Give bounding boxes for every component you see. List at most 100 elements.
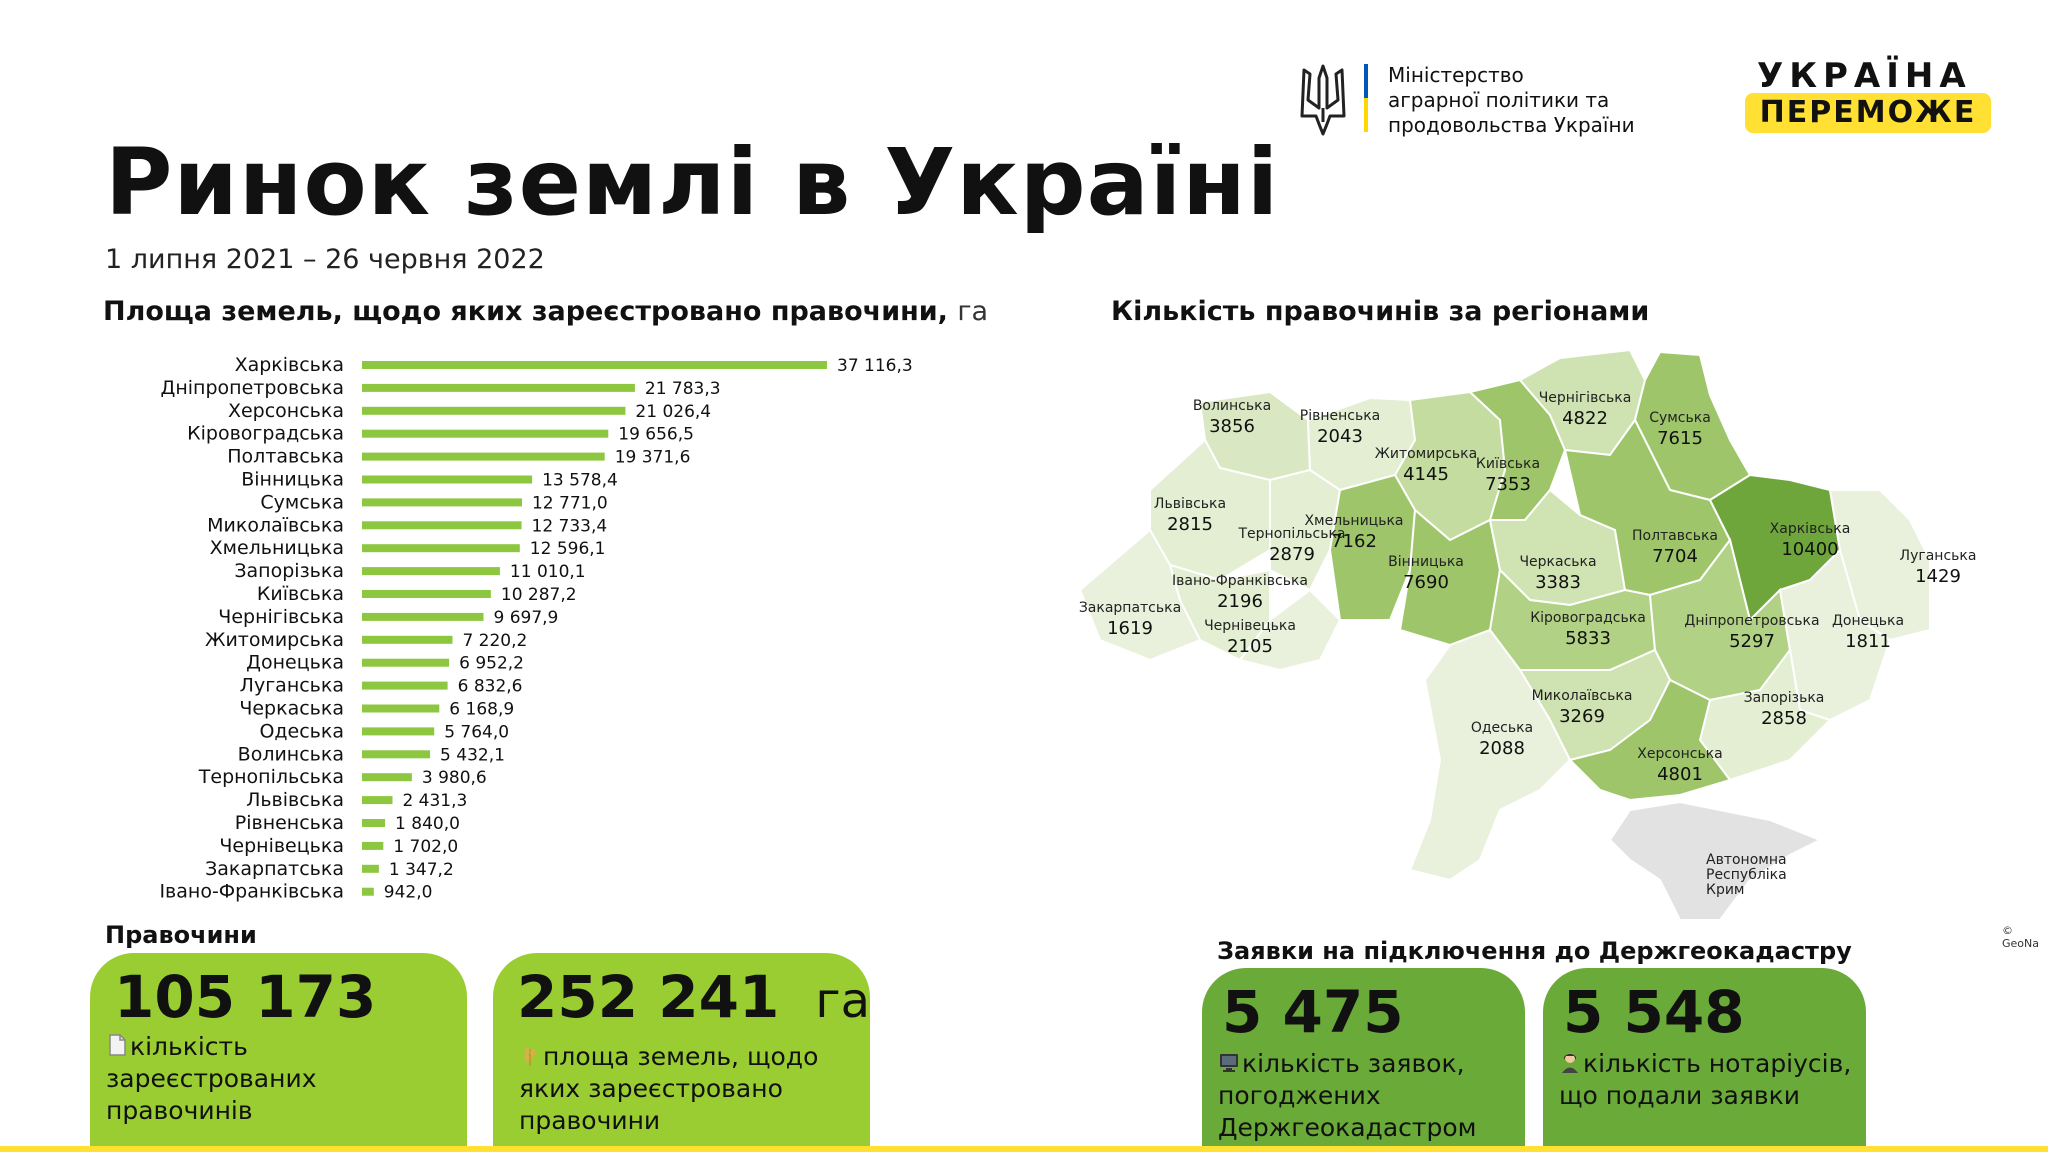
bar-value-label: 6 952,2 — [459, 654, 524, 674]
map-region-value: 7704 — [1652, 546, 1698, 567]
bar-category-label: Хмельницька — [210, 537, 344, 559]
bar-category-label: Полтавська — [227, 446, 344, 468]
bar — [362, 841, 384, 850]
map-region-value: 3383 — [1535, 572, 1581, 593]
bar — [362, 383, 635, 392]
wheat-icon — [524, 1047, 536, 1066]
bar-category-label: Черкаська — [239, 698, 344, 720]
map-crimea-label: Крим — [1706, 882, 1745, 898]
bar — [362, 658, 450, 667]
map-region-name: Запорізька — [1744, 690, 1825, 706]
bar — [362, 864, 379, 873]
map-region-name: Чернігівська — [1539, 390, 1632, 406]
applications-value: 5 475 — [1222, 978, 1404, 1046]
map-region-name: Донецька — [1832, 613, 1904, 629]
bar-value-label: 19 656,5 — [618, 425, 694, 445]
bar — [362, 406, 626, 415]
bar-category-label: Запорізька — [234, 560, 344, 582]
map-region-value: 5297 — [1729, 631, 1775, 652]
notary-text: кількість нотаріусів, що подали заявки — [1559, 1049, 1852, 1110]
notary-caption: кількість нотаріусів, що подали заявки — [1559, 1048, 1859, 1112]
badge-top-text: УКРАЇНА — [1757, 56, 1972, 96]
region-ternopil — [1269, 468, 1342, 592]
bar-value-label: 12 771,0 — [532, 493, 608, 513]
bar-value-label: 2 431,3 — [402, 791, 467, 811]
notary-value: 5 548 — [1563, 978, 1745, 1046]
bar — [362, 475, 533, 484]
document-icon — [109, 1034, 126, 1056]
bar — [362, 796, 393, 805]
bar — [362, 887, 374, 896]
bar — [362, 635, 453, 644]
bar-category-label: Вінницька — [241, 469, 344, 491]
map-labels: Волинська 3856 Рівненська 2043 Житомирська 41… — [1079, 390, 1977, 898]
map-region-name: Черкаська — [1519, 554, 1596, 570]
bar-category-label: Кіровоградська — [187, 423, 344, 445]
map-crimea-label: Автономна — [1706, 852, 1787, 868]
bar-value-label: 942,0 — [384, 883, 433, 903]
bar — [362, 612, 484, 621]
bar-value-label: 9 697,9 — [493, 608, 558, 628]
bar-category-label: Харківська — [235, 354, 344, 376]
bar — [362, 704, 440, 713]
bar-category-label: Рівненська — [235, 812, 344, 834]
bar-value-label: 21 783,3 — [645, 379, 721, 399]
bar — [362, 773, 412, 782]
map-region-name: Вінницька — [1388, 554, 1464, 570]
notary-icon — [1562, 1053, 1578, 1073]
bar-category-label: Луганська — [240, 675, 344, 697]
bar-value-label: 11 010,1 — [510, 562, 586, 582]
area-unit: га — [815, 973, 870, 1029]
bar-category-label: Чернівецька — [219, 835, 344, 857]
bar-value-label: 21 026,4 — [635, 402, 711, 422]
map-region-value: 2815 — [1167, 514, 1213, 535]
trident-icon — [1300, 64, 1346, 136]
bar-category-label: Київська — [257, 583, 344, 605]
map-region-name: Миколаївська — [1532, 688, 1633, 704]
area-value: 252 241 га — [517, 963, 870, 1031]
map-region-name: Київська — [1476, 456, 1540, 472]
bar-value-label: 1 840,0 — [395, 814, 460, 834]
map-region-value: 4801 — [1657, 764, 1703, 785]
deals-count-text: кількість зареєстрованих правочинів — [106, 1032, 317, 1125]
map-region-name: Тернопільська — [1238, 526, 1346, 542]
map-region-value: 1619 — [1107, 618, 1153, 639]
map-region-value: 3856 — [1209, 416, 1255, 437]
bar — [362, 819, 386, 827]
map-region-value: 3269 — [1559, 706, 1605, 727]
bar-category-label: Одеська — [259, 720, 344, 742]
map-region-name: Чернівецька — [1204, 618, 1296, 634]
map-region-value: 2105 — [1227, 636, 1273, 657]
map-region-name: Одеська — [1471, 720, 1533, 736]
bar — [362, 361, 827, 369]
map-region-name: Львівська — [1154, 496, 1226, 512]
map-region-value: 7353 — [1485, 474, 1531, 495]
map-region-name: Житомирська — [1375, 446, 1477, 462]
area-card: 252 241 га площа земель, щодо яких зареєс… — [493, 953, 870, 1152]
map-region-value: 10400 — [1781, 539, 1838, 560]
bar-value-label: 3 980,6 — [422, 768, 487, 788]
applications-text: кількість заявок, погоджених Держгеокада… — [1218, 1049, 1477, 1142]
bar-value-label: 19 371,6 — [615, 448, 691, 468]
bar-value-label: 12 733,4 — [532, 516, 608, 536]
map-regions — [1078, 348, 1931, 921]
map-crimea-label: Республіка — [1706, 867, 1787, 883]
bar-category-label: Львівська — [246, 789, 344, 811]
map-region-value: 2196 — [1217, 591, 1263, 612]
computer-icon — [1220, 1054, 1238, 1072]
area-caption: площа земель, щодо яких зареєстровано пр… — [519, 1041, 859, 1137]
region-zakarpattia — [1078, 528, 1202, 662]
deals-heading: Правочини — [105, 921, 257, 949]
map-heading: Кількість правочинів за регіонами — [1111, 296, 1650, 327]
bar — [362, 521, 522, 530]
map-region-name: Полтавська — [1632, 528, 1718, 544]
bar — [362, 452, 605, 461]
flag-bar — [1364, 64, 1368, 132]
notary-card: 5 548 кількість нотаріусів, що подали за… — [1543, 968, 1866, 1152]
bar-category-label: Івано-Франківська — [159, 881, 344, 903]
area-text: площа земель, щодо яких зареєстровано пр… — [519, 1042, 819, 1135]
map-region-value: 2858 — [1761, 708, 1807, 729]
map-region-name: Харківська — [1770, 521, 1851, 537]
map-region-value: 2088 — [1479, 738, 1525, 759]
chart-heading: Площа земель, щодо яких зареєстровано пр… — [103, 296, 988, 327]
